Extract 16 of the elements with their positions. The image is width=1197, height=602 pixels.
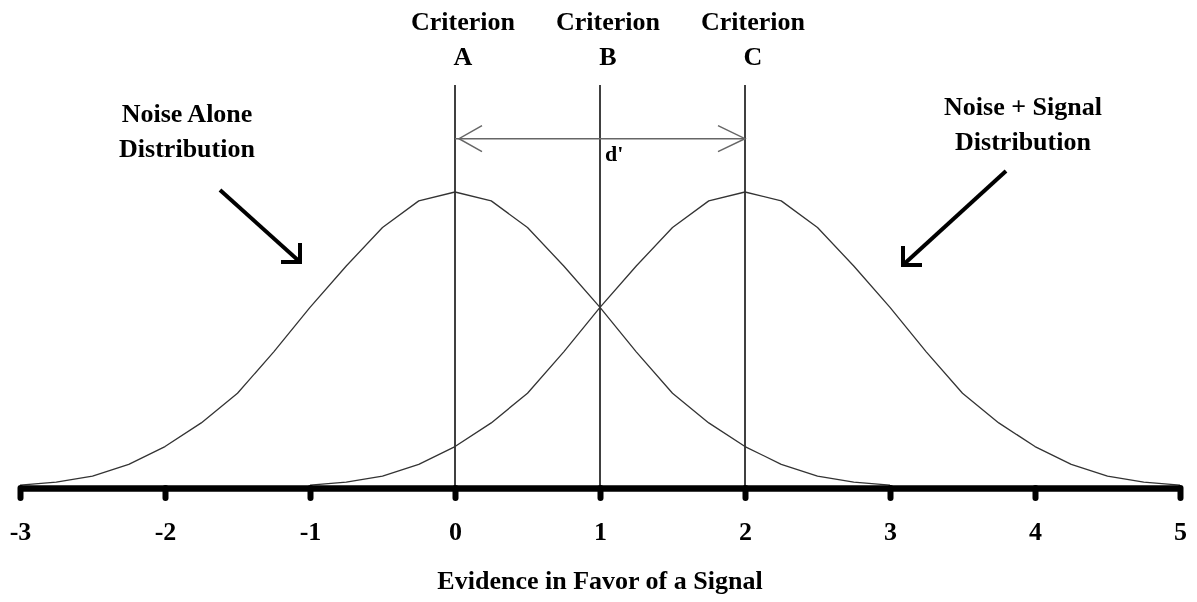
x-tick-label: 4	[1029, 517, 1042, 547]
ref-line-label: Criterion B	[556, 7, 661, 71]
x-tick-label: -2	[154, 517, 177, 547]
annotation: d'	[605, 140, 624, 166]
text: Noise + Signal Distribution	[944, 92, 1102, 156]
x-tick-label: -1	[299, 517, 322, 547]
x-tick-label: 0	[449, 517, 462, 547]
ref-line-label: Criterion C	[701, 7, 806, 71]
x-tick-label: -3	[9, 517, 32, 547]
x-tick-label: 1	[594, 517, 607, 547]
text: Noise Alone Distribution	[119, 99, 256, 163]
x-tick-label: 3	[884, 517, 897, 547]
ref-line-label: Criterion A	[411, 7, 516, 71]
x-tick-label: 5	[1174, 517, 1187, 547]
x-axis-title: Evidence in Favor of a Signal	[437, 566, 763, 595]
x-tick-label: 2	[739, 517, 752, 547]
